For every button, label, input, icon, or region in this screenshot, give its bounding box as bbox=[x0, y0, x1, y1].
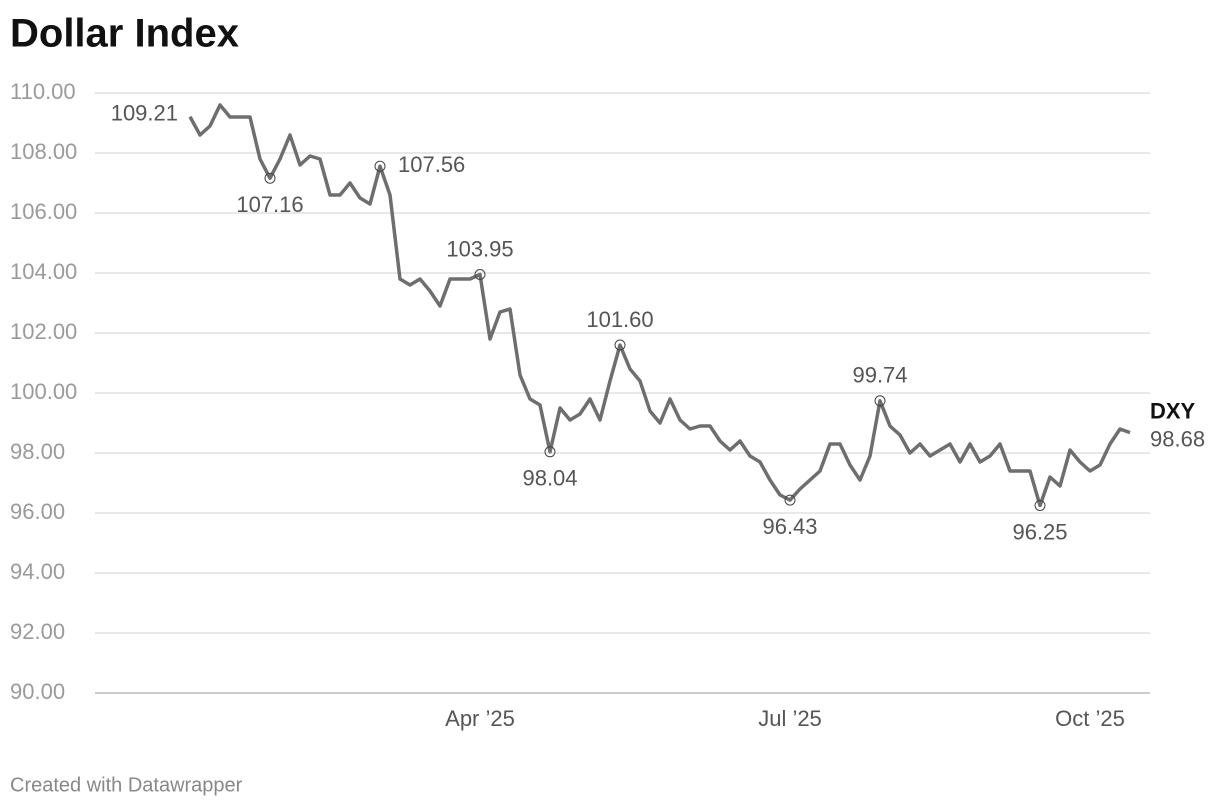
y-tick-label: 98.00 bbox=[10, 439, 65, 464]
y-tick-label: 96.00 bbox=[10, 499, 65, 524]
data-label: 109.21 bbox=[111, 101, 178, 126]
x-tick-label: Jul ’25 bbox=[758, 706, 822, 731]
y-tick-label: 108.00 bbox=[10, 139, 77, 164]
series-label: DXY bbox=[1150, 398, 1196, 423]
point-marker bbox=[374, 160, 386, 172]
line bbox=[188, 103, 1131, 508]
point-marker bbox=[1034, 500, 1046, 511]
data-label: 96.25 bbox=[1012, 519, 1067, 544]
data-label: 96.43 bbox=[762, 514, 817, 539]
point-marker bbox=[614, 339, 626, 351]
y-tick-label: 90.00 bbox=[10, 679, 65, 704]
x-tick-label: Oct ’25 bbox=[1055, 706, 1125, 731]
x-tick-label: Apr ’25 bbox=[445, 706, 515, 731]
chart-title: Dollar Index bbox=[10, 12, 239, 56]
y-tick-label: 102.00 bbox=[10, 319, 77, 344]
y-tick-label: 100.00 bbox=[10, 379, 77, 404]
data-label: 99.74 bbox=[852, 363, 907, 388]
data-label: 101.60 bbox=[586, 307, 653, 332]
data-label: 103.95 bbox=[446, 236, 513, 261]
y-tick-label: 92.00 bbox=[10, 619, 65, 644]
y-tick-label: 94.00 bbox=[10, 559, 65, 584]
point-marker bbox=[264, 172, 276, 184]
data-label: 98.04 bbox=[522, 466, 577, 491]
data-label: 98.68 bbox=[1150, 426, 1205, 451]
footer: Created with Datawrapper bbox=[10, 774, 243, 796]
point-marker bbox=[784, 494, 796, 506]
point-marker bbox=[474, 269, 486, 280]
point-marker bbox=[544, 446, 556, 458]
y-tick-label: 104.00 bbox=[10, 259, 77, 284]
y-tick-label: 106.00 bbox=[10, 199, 77, 224]
data-label: 107.16 bbox=[236, 192, 303, 217]
point-marker bbox=[874, 395, 886, 407]
y-tick-label: 110.00 bbox=[10, 79, 76, 104]
data-label: 107.56 bbox=[398, 152, 465, 177]
